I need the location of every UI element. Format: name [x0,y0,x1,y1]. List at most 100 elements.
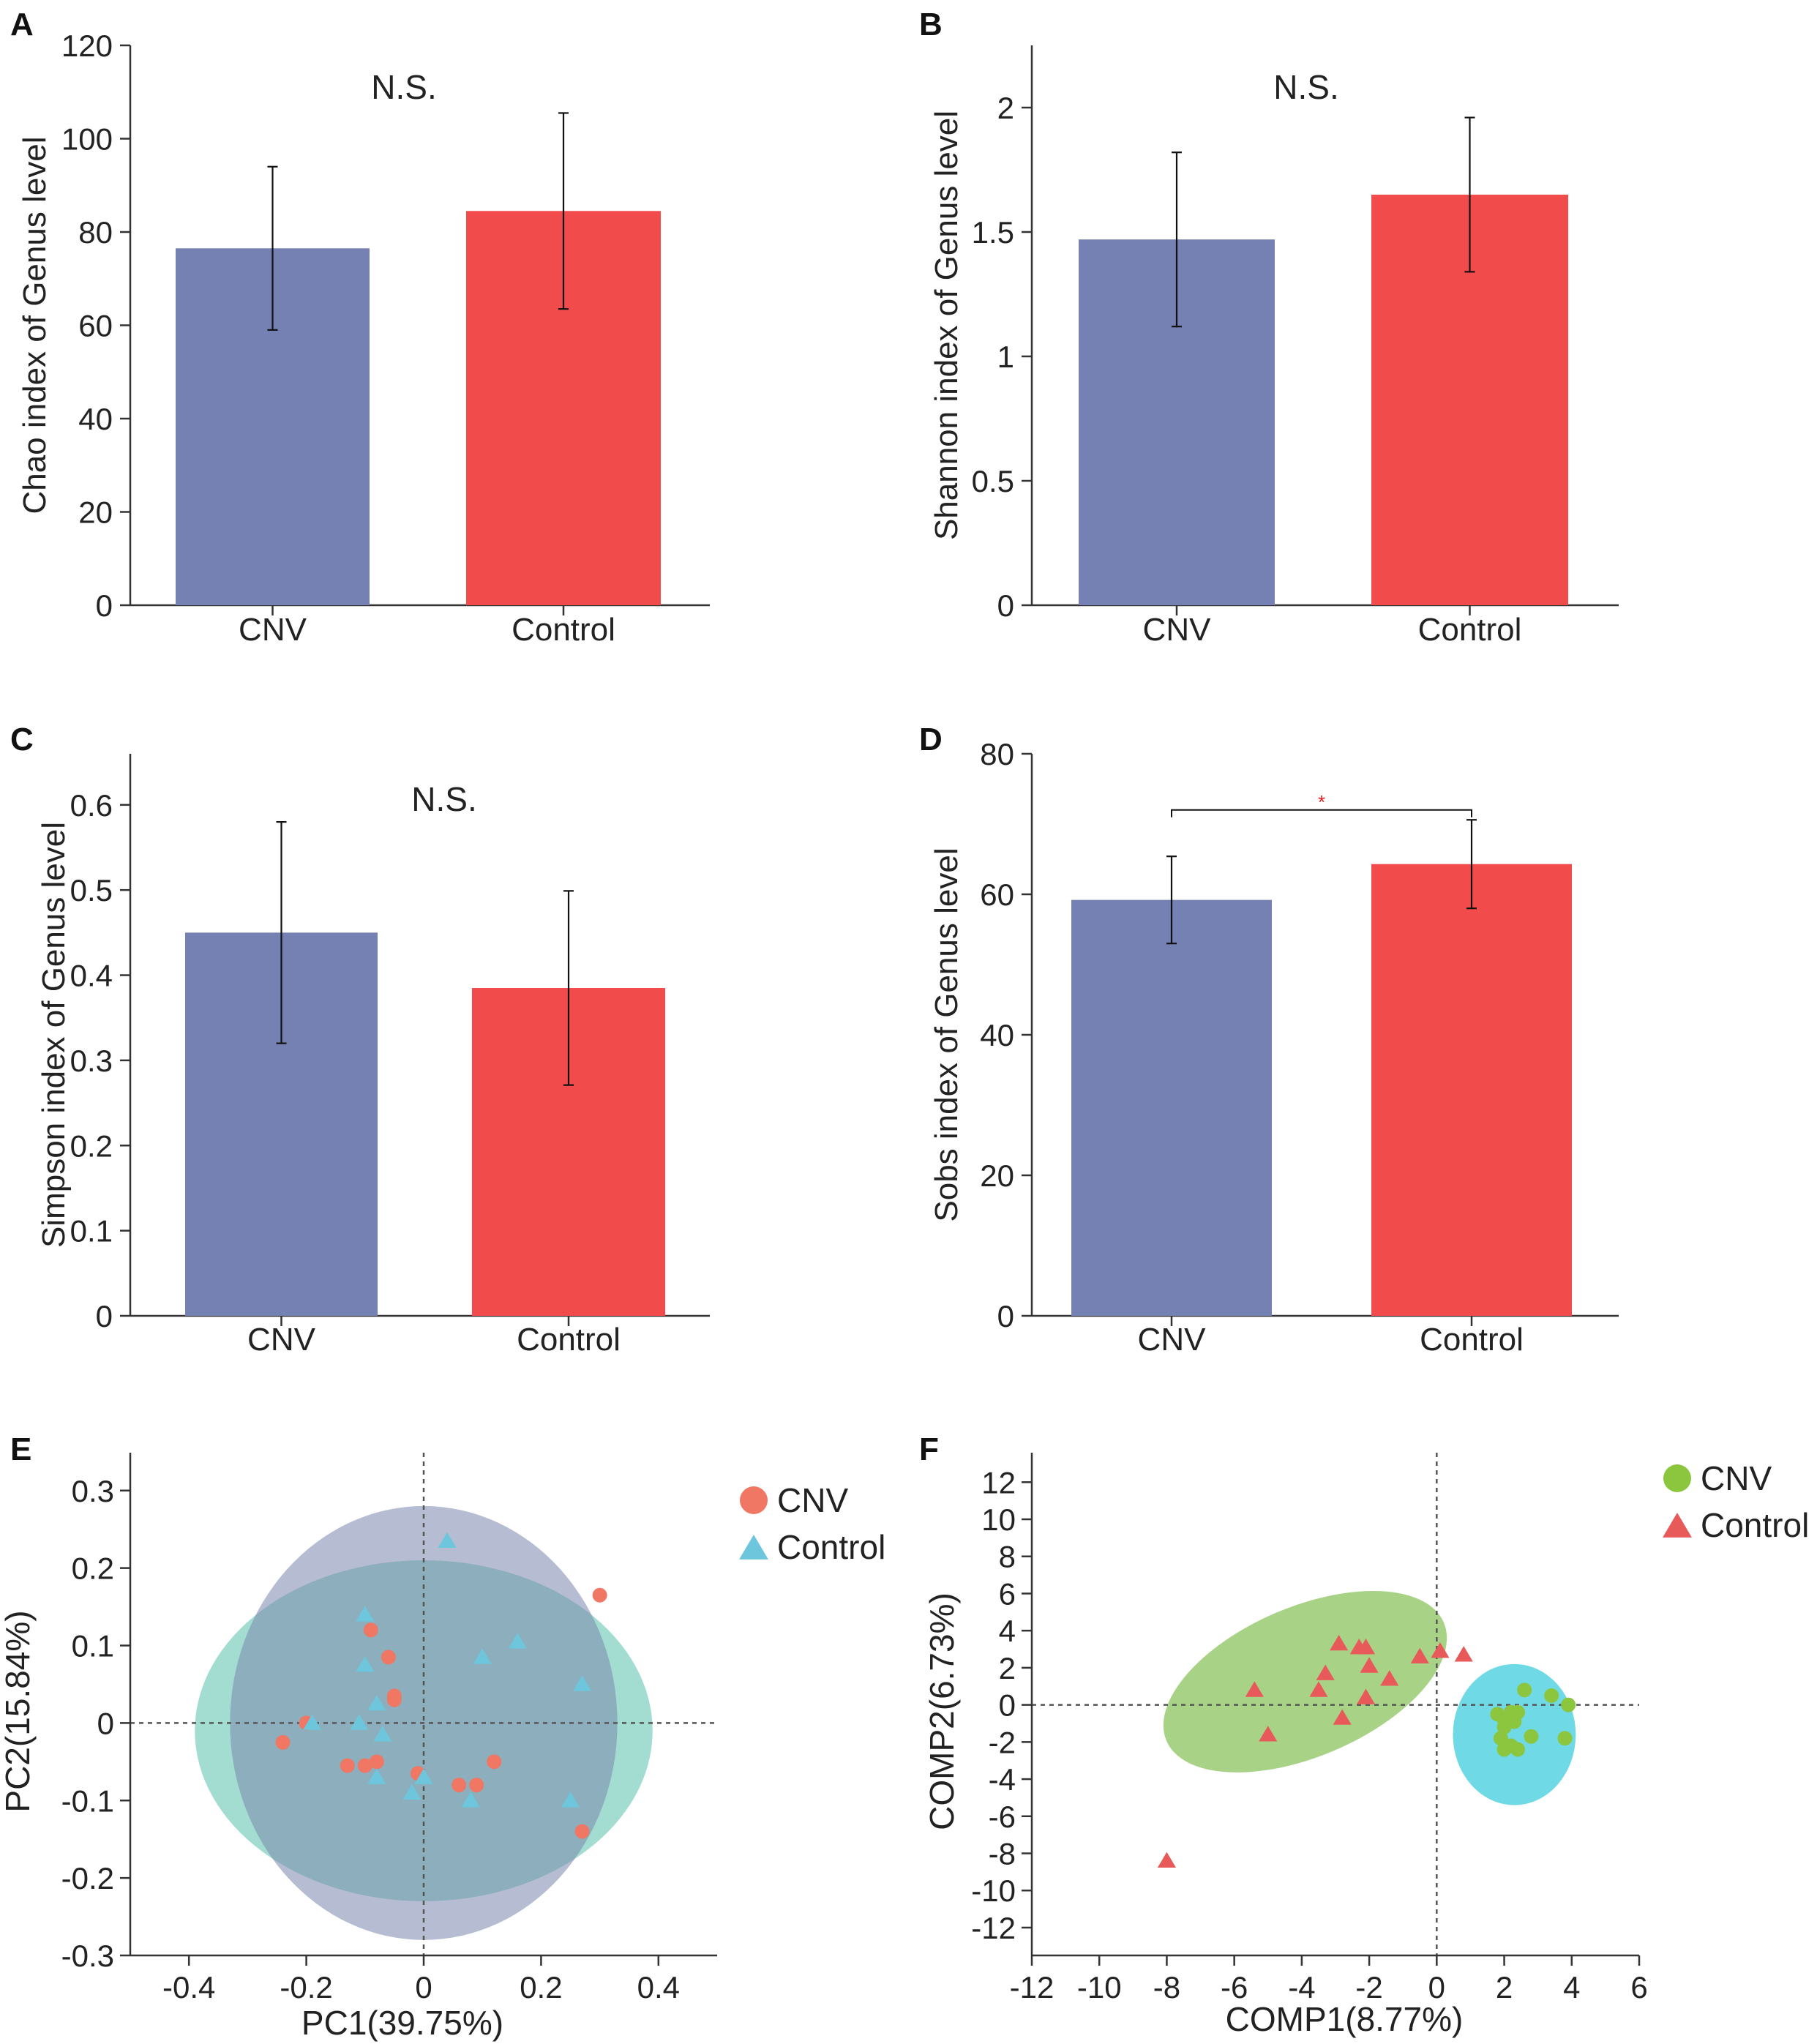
x-tick-label: -4 [1288,1970,1315,2004]
y-tick-label: 0.1 [72,1629,114,1663]
y-tick-label: 0 [97,1706,114,1740]
y-tick-label: 0 [997,588,1014,623]
y-tick-label: 0.5 [70,873,113,907]
y-tick-label: -6 [989,1800,1016,1834]
point-control [1454,1646,1473,1662]
y-tick-label: 1.5 [972,215,1014,250]
legend-marker-control [739,1535,768,1560]
y-tick-label: 40 [980,1018,1014,1052]
y-tick-label: 6 [999,1576,1016,1611]
y-tick-label: 80 [980,737,1014,771]
point-control [373,1726,392,1742]
panel-a: A 0 20 40 60 80 100 120 CNV Control Chao index of … [10,7,710,648]
y-tick-label: 0 [997,1299,1014,1333]
category-label: CNV [1143,612,1212,648]
point-control [508,1633,527,1649]
panel-letter: C [10,722,34,757]
point-cnv [1496,1742,1512,1757]
point-control [438,1532,457,1548]
category-label: Control [512,612,615,648]
point-cnv [1517,1682,1532,1698]
point-cnv [1557,1731,1573,1746]
y-tick-label: 60 [980,877,1014,912]
y-tick-label: -10 [971,1873,1016,1908]
point-cnv [275,1734,291,1750]
y-axis-label: PC2(15.84%) [0,1610,37,1812]
point-control [1157,1852,1177,1868]
significance-bracket [1171,809,1472,817]
point-control [1431,1642,1450,1658]
y-tick-label: 0.4 [70,959,113,993]
point-control [1330,1634,1349,1651]
point-cnv [1561,1697,1576,1712]
bar-control [1371,864,1572,1316]
y-tick-label: 0 [96,588,113,623]
point-cnv [1524,1729,1539,1744]
point-cnv [574,1824,590,1839]
y-tick-label: 10 [981,1502,1016,1537]
point-cnv [487,1754,502,1770]
point-control [461,1792,480,1808]
x-tick-label: 0.2 [520,1970,562,2004]
point-control [1333,1709,1352,1725]
y-tick-label: 0.2 [72,1551,114,1586]
y-tick-label: -0.2 [61,1861,114,1895]
point-cnv [1496,1720,1512,1735]
x-axis-label: COMP1(8.77%) [1226,2000,1464,2038]
y-axis-label: COMP2(6.73%) [923,1592,961,1830]
point-cnv [1510,1742,1525,1757]
point-control [561,1792,580,1808]
y-axis-label: Shannon index of Genus level [929,111,964,540]
point-control [1356,1639,1376,1655]
y-tick-label: 0.3 [72,1474,114,1508]
confidence-ellipse-control [1163,1590,1447,1772]
significance-label: N.S. [411,780,476,818]
y-tick-label: 1 [997,340,1014,374]
y-tick-label: -4 [989,1762,1016,1797]
legend-label-cnv: CNV [1701,1459,1772,1497]
legend: CNV Control [739,1481,885,1566]
significance-label: N.S. [371,68,436,106]
point-control [1360,1657,1379,1673]
point-cnv [592,1587,607,1603]
x-tick-label: -2 [1355,1970,1382,2004]
y-tick-label: 8 [999,1540,1016,1574]
point-control [1316,1664,1335,1680]
category-label: Control [1420,1322,1524,1358]
panel-letter: E [10,1431,31,1467]
y-tick-label: 20 [980,1158,1014,1193]
y-tick-label: 2 [999,1651,1016,1685]
significance-star: * [1318,791,1325,813]
category-label: Control [517,1322,621,1358]
y-tick-label: 100 [61,122,113,157]
y-tick-label: 0.2 [70,1128,113,1163]
x-tick-label: 4 [1563,1970,1580,2004]
point-control [402,1783,422,1800]
point-cnv [363,1622,378,1638]
point-cnv [381,1650,396,1665]
point-control [473,1648,492,1664]
legend-label-control: Control [1701,1506,1809,1544]
y-axis-label: Chao index of Genus level [17,136,53,514]
x-tick-label: -0.2 [280,1970,332,2004]
legend-label-control: Control [777,1528,885,1566]
category-label: CNV [1138,1322,1207,1358]
x-tick-label: -12 [1010,1970,1054,2004]
legend-marker-cnv [740,1486,768,1514]
confidence-ellipse-cnv [1453,1663,1576,1805]
y-tick-label: 2 [997,91,1014,125]
x-tick-label: 0 [1428,1970,1445,2004]
x-tick-label: -0.4 [162,1970,215,2004]
point-control [1410,1647,1429,1664]
category-label: CNV [239,612,307,648]
point-control [1259,1726,1278,1742]
y-tick-label: 0 [96,1299,113,1333]
panel-e: E -0.3 -0.2 -0.1 0 0.1 0.2 0.3 -0.4 -0.2 0 0.2 0.4 PC… [0,1431,885,2042]
y-tick-label: 0.1 [70,1214,113,1249]
category-label: Control [1418,612,1522,648]
point-control [1356,1688,1376,1704]
point-cnv [357,1758,372,1773]
y-tick-label: 4 [999,1614,1016,1648]
x-tick-label: 0 [415,1970,432,2004]
